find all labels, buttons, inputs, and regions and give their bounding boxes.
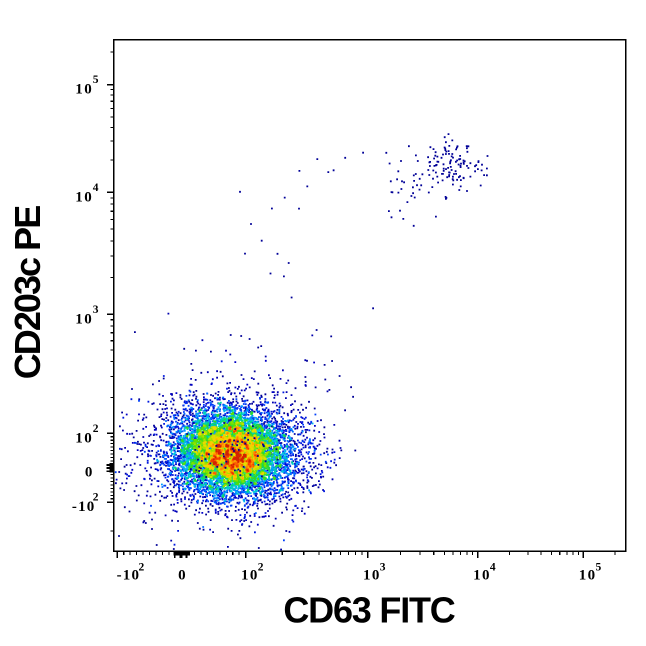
svg-text:2: 2	[139, 562, 145, 574]
svg-text:10: 10	[473, 568, 491, 584]
svg-text:0: 0	[178, 568, 186, 584]
svg-text:4: 4	[490, 562, 496, 574]
svg-text:-10: -10	[72, 499, 96, 515]
svg-text:10: 10	[75, 189, 93, 205]
svg-text:CD203c PE: CD203c PE	[7, 206, 48, 379]
svg-text:5: 5	[596, 562, 602, 574]
svg-text:10: 10	[75, 311, 93, 327]
svg-text:CD63 FITC: CD63 FITC	[283, 590, 455, 631]
svg-text:10: 10	[579, 568, 597, 584]
svg-text:2: 2	[93, 492, 99, 504]
svg-text:3: 3	[93, 304, 99, 316]
svg-text:10: 10	[363, 568, 381, 584]
svg-text:10: 10	[75, 430, 93, 446]
svg-text:10: 10	[241, 568, 259, 584]
svg-text:5: 5	[93, 74, 99, 86]
svg-text:-10: -10	[117, 568, 141, 584]
svg-text:10: 10	[75, 82, 93, 98]
svg-text:2: 2	[93, 423, 99, 435]
svg-text:0: 0	[85, 464, 93, 480]
svg-text:2: 2	[258, 562, 264, 574]
svg-text:3: 3	[380, 562, 386, 574]
svg-text:4: 4	[93, 182, 99, 194]
